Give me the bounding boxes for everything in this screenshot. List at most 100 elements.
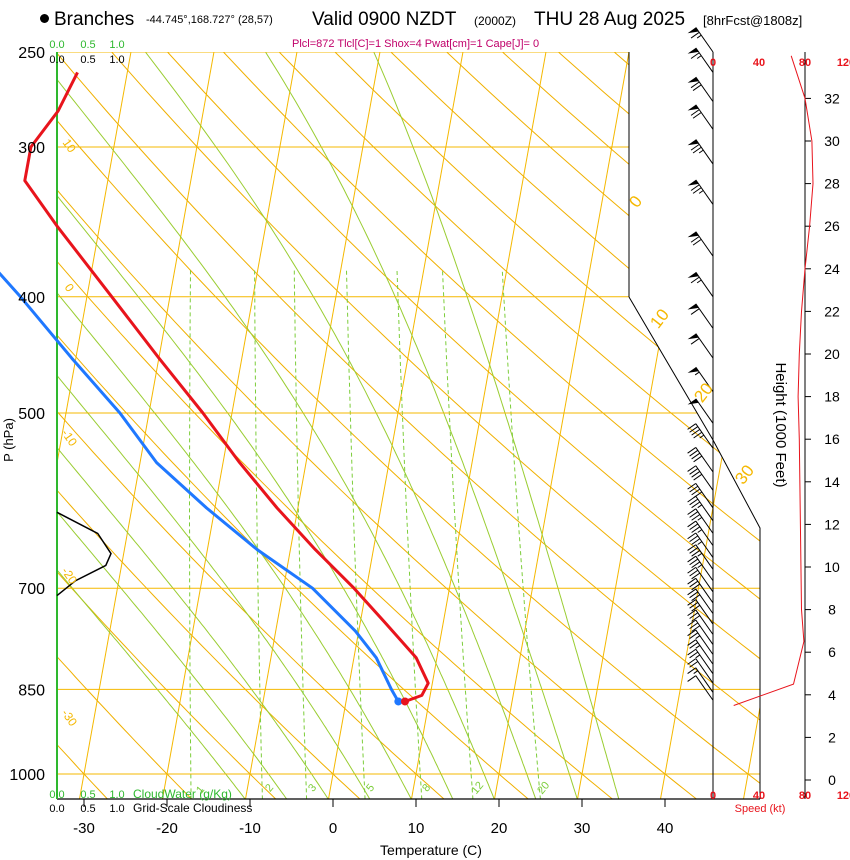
- wind-barb-flag: [687, 675, 697, 682]
- wind-barb-flag: [691, 471, 701, 478]
- wind-barb-flag: [691, 538, 701, 545]
- wind-barb-flag: [687, 648, 697, 656]
- wind-barb-flag: [687, 532, 697, 540]
- wind-barb: [687, 566, 714, 593]
- isotherm-line: [161, 52, 302, 799]
- wind-barb: [687, 333, 714, 359]
- wind-barb-flag: [690, 31, 700, 39]
- wind-barb-pennant: [687, 77, 699, 83]
- pressure-tick-label: 500: [18, 406, 45, 423]
- wind-barb-flag: [689, 511, 699, 518]
- dry-adiabat-line: [313, 52, 760, 799]
- wind-barb-flag: [687, 520, 697, 528]
- mixing-ratio-line: [189, 270, 192, 799]
- wind-barb-flag: [692, 112, 702, 119]
- wind-barb: [687, 544, 714, 570]
- wind-barb-flag: [689, 485, 699, 493]
- cloud-top-tick: 0.0: [49, 39, 64, 51]
- isotherm-line: [493, 52, 634, 799]
- speed-top-tick: 80: [799, 57, 811, 69]
- wind-barb-flag: [691, 501, 701, 509]
- moist-adiabat-line: [136, 52, 537, 799]
- cloudiness-top-tick: 0.5: [80, 54, 95, 66]
- plot-frame: [56, 52, 806, 800]
- mixing-ratio-line: [293, 270, 308, 799]
- isotherm-grid: [57, 52, 760, 799]
- x-tick-label: 20: [491, 820, 508, 837]
- wind-barb-staff: [695, 398, 714, 424]
- wind-barb-staff: [695, 495, 714, 522]
- left-isotherm-label: 10: [60, 136, 79, 155]
- isotherm-label: 30: [731, 461, 758, 488]
- speed-top-tick: 0: [710, 57, 716, 69]
- wind-barb-staff: [695, 609, 714, 635]
- wind-barb-flag: [693, 473, 703, 481]
- wind-barb-staff: [695, 104, 714, 130]
- cloud-top-tick: 0.5: [80, 39, 95, 51]
- wind-barb-staff: [695, 619, 714, 645]
- wind-barb-flag: [689, 580, 699, 588]
- wind-barb-flag: [691, 452, 701, 460]
- height-tick-label: 18: [824, 389, 840, 405]
- height-tick-label: 2: [828, 729, 836, 745]
- wind-barb-staff: [695, 333, 714, 359]
- wind-barb-staff: [695, 179, 714, 205]
- wind-barb: [687, 366, 714, 393]
- wind-barb-pennant: [687, 303, 699, 310]
- wind-barb: [687, 303, 714, 329]
- mixing-ratio-line: [396, 270, 423, 799]
- site-name: Branches: [54, 9, 135, 30]
- left-isotherm-label: -30: [59, 707, 81, 730]
- height-tick-label: 16: [824, 431, 840, 447]
- moist-adiabat-line: [57, 52, 412, 799]
- isobar-grid: [57, 52, 760, 775]
- moist-adiabat-line: [57, 52, 288, 799]
- wind-barb-staff: [695, 47, 714, 73]
- temperature-surface-marker: [400, 697, 409, 706]
- wind-barb-half-flag: [697, 541, 703, 545]
- wind-barb-flag: [689, 558, 699, 566]
- cloudiness-panel: 0.0 0.5 1.0 0.0 0.5 1.0 0.0 0.5 1.0 0.0 0.5 1.0 Clou…: [49, 39, 252, 815]
- height-tick-label: 32: [824, 90, 840, 106]
- wind-barb-staff: [695, 27, 714, 53]
- wind-barb-staff: [695, 465, 714, 491]
- wind-barb-flag: [687, 667, 697, 674]
- wind-barb: [687, 667, 714, 693]
- wind-barb-pennant: [687, 179, 699, 186]
- wind-barb: [687, 520, 714, 546]
- wind-barb-pennant: [687, 104, 699, 111]
- wind-barb-flag: [689, 535, 699, 543]
- height-tick-label: 4: [828, 687, 836, 703]
- dry-adiabat-line: [57, 52, 760, 799]
- cloudiness-top-tick: 0.0: [49, 54, 64, 66]
- wind-barb: [687, 465, 714, 491]
- left-isotherm-label: 0: [62, 281, 77, 295]
- wind-barb-flag: [691, 625, 701, 632]
- cloudiness-bottom-tick: 0.5: [80, 803, 95, 815]
- dry-adiabat-line: [57, 52, 698, 799]
- wind-barb-flag: [691, 514, 701, 521]
- wind-barb-staff: [695, 648, 714, 675]
- wind-barb: [687, 577, 714, 604]
- dry-adiabat-line: [148, 52, 760, 799]
- dry-adiabat-line: [57, 52, 361, 799]
- cloud-top-tick: 1.0: [109, 39, 124, 51]
- wind-barb-flag: [691, 583, 701, 591]
- wind-barb-staff: [695, 508, 714, 534]
- wind-barb-half-flag: [695, 635, 701, 639]
- wind-barb-half-flag: [698, 190, 704, 194]
- moist-adiabat-line: [258, 52, 578, 799]
- wind-barb-flag: [687, 544, 697, 551]
- cloudiness-profile-line: [56, 511, 112, 597]
- moist-adiabat-grid: [57, 52, 620, 799]
- pressure-tick-label: 850: [18, 682, 45, 699]
- wind-barb-flag: [687, 619, 697, 627]
- wind-barb-flag: [689, 651, 699, 659]
- height-tick-label: 12: [824, 516, 840, 532]
- wind-barb-flag: [690, 143, 700, 151]
- wind-barb-staff: [695, 423, 714, 449]
- cloudiness-label: Grid-Scale Cloudiness: [133, 801, 252, 815]
- wind-barb-flag: [689, 468, 699, 475]
- dry-adiabat-line: [92, 52, 760, 799]
